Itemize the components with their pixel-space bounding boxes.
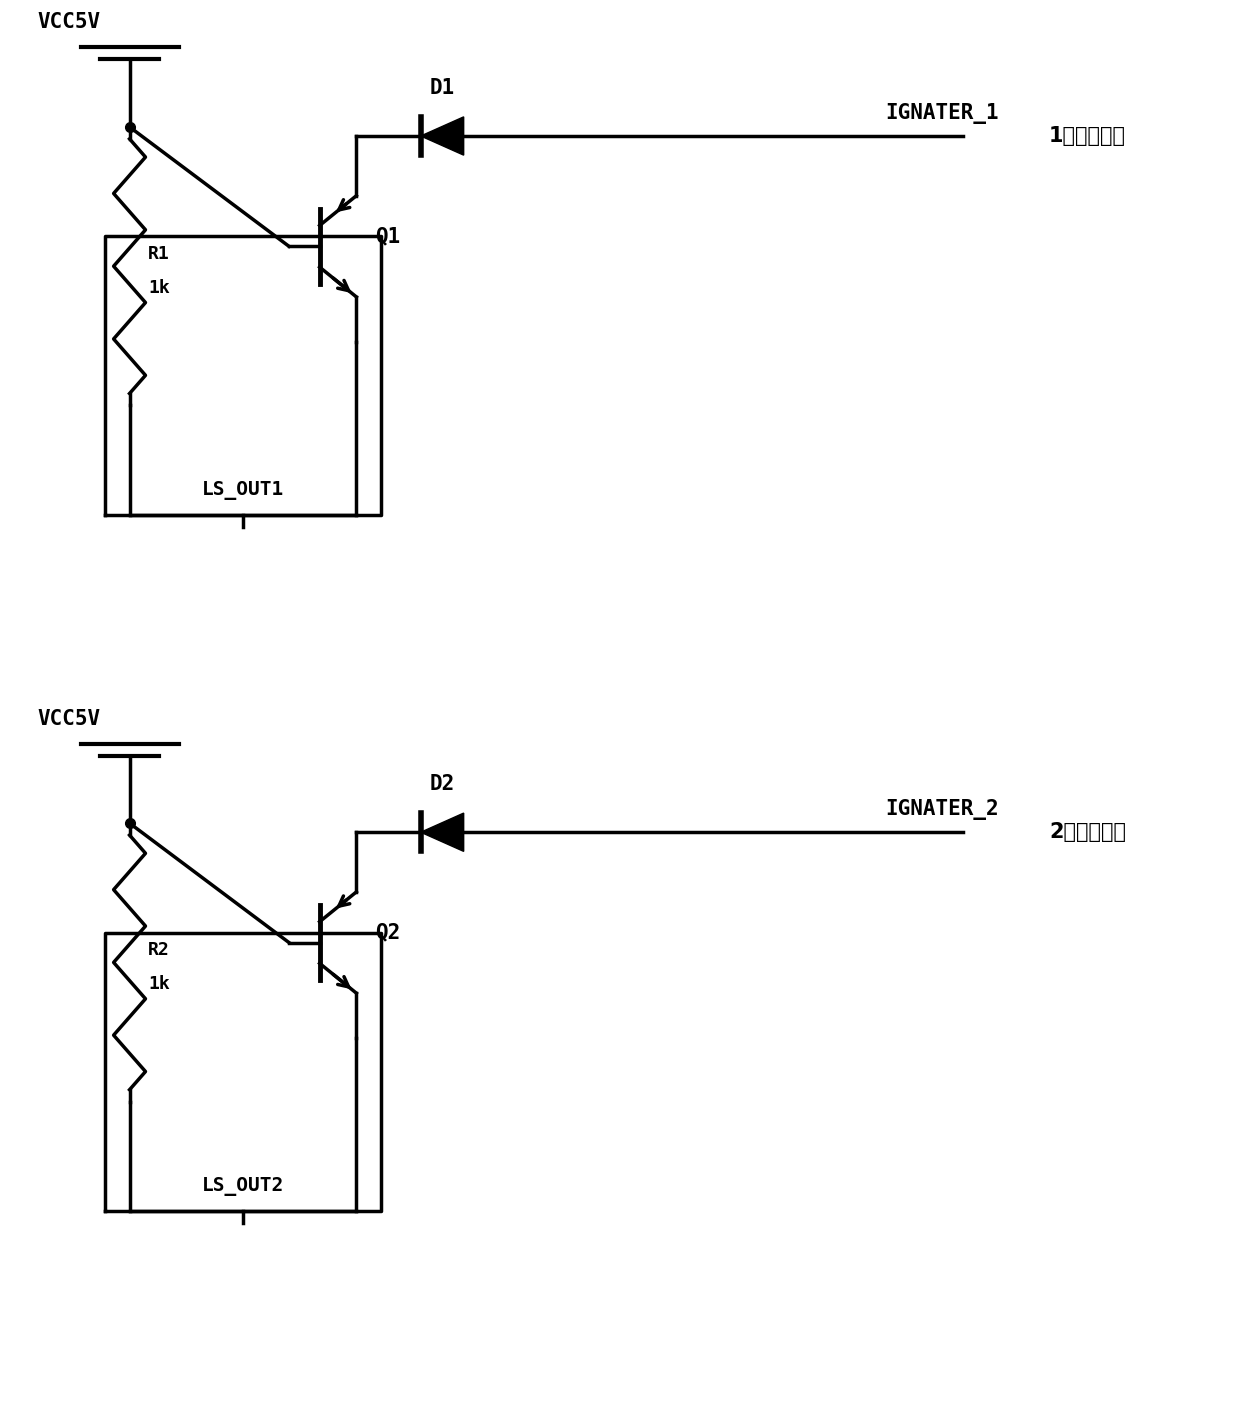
Text: LS_OUT1: LS_OUT1 <box>202 481 284 499</box>
Text: 2缸点火线圈: 2缸点火线圈 <box>1049 822 1126 843</box>
Text: D2: D2 <box>429 774 455 795</box>
Text: 1缸点火线圈: 1缸点火线圈 <box>1049 127 1126 146</box>
Text: IGNATER_1: IGNATER_1 <box>885 103 998 124</box>
Text: Q1: Q1 <box>374 227 401 246</box>
Text: VCC5V: VCC5V <box>37 13 100 32</box>
Polygon shape <box>420 813 464 851</box>
Text: 1k: 1k <box>148 279 170 297</box>
Polygon shape <box>420 117 464 155</box>
Text: R2: R2 <box>148 941 170 960</box>
Text: Q2: Q2 <box>374 923 401 943</box>
Text: D1: D1 <box>429 79 455 98</box>
Text: R1: R1 <box>148 245 170 263</box>
Text: VCC5V: VCC5V <box>37 709 100 729</box>
Text: IGNATER_2: IGNATER_2 <box>885 799 998 820</box>
Text: 1k: 1k <box>148 975 170 993</box>
Text: LS_OUT2: LS_OUT2 <box>202 1178 284 1196</box>
